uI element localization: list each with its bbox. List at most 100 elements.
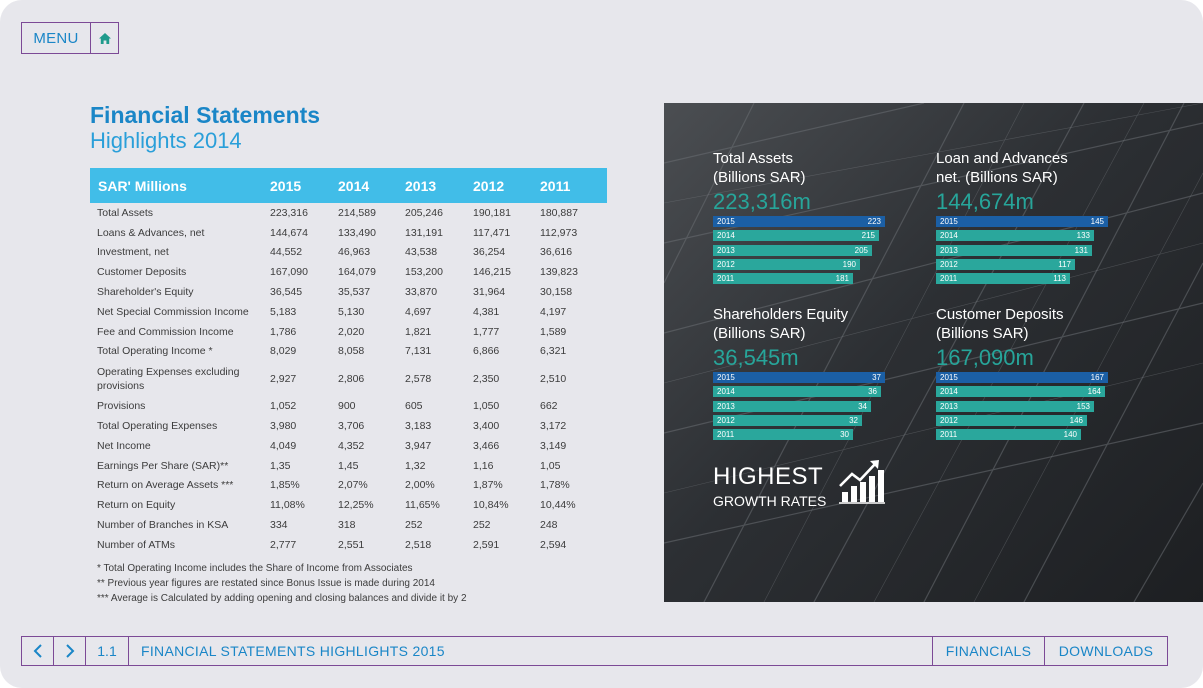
bar-year: 2012 — [940, 259, 958, 269]
bar-2012: 2012 190 — [713, 258, 860, 270]
section-title: FINANCIAL STATEMENTS HIGHLIGHTS 2015 — [141, 643, 445, 659]
bar-value: 164 — [1087, 387, 1101, 397]
bottom-nav: 1.1 FINANCIAL STATEMENTS HIGHLIGHTS 2015… — [21, 636, 1168, 666]
table-cell: 36,616 — [540, 246, 573, 259]
table-cell: 30,158 — [540, 286, 573, 299]
row-label: Shareholder's Equity — [97, 286, 194, 299]
bar-2011: 2011 30 — [713, 429, 853, 441]
header-cell: 2015 — [270, 177, 302, 194]
table-cell: 605 — [405, 400, 423, 413]
table-cell: 4,697 — [405, 305, 432, 318]
header-cell: 2013 — [405, 177, 437, 194]
table-cell: 1,35 — [270, 459, 291, 472]
row-label: Return on Average Assets *** — [97, 479, 234, 492]
table-cell: 2,07% — [338, 479, 368, 492]
bar-value: 146 — [1069, 415, 1083, 425]
row-label: Return on Equity — [97, 499, 176, 512]
bar-value: 131 — [1074, 245, 1088, 255]
table-cell: 33,870 — [405, 286, 438, 299]
table-cell: 2,551 — [338, 538, 365, 551]
table-row: Number of ATMs 2,777 2,551 2,518 2,591 2,594 — [90, 535, 607, 555]
table-cell: 36,545 — [270, 286, 303, 299]
bar-2013: 2013 131 — [936, 244, 1092, 256]
downloads-button[interactable]: DOWNLOADS — [1044, 637, 1167, 665]
table-cell: 334 — [270, 519, 288, 532]
bar-2012: 2012 32 — [713, 414, 862, 426]
table-cell: 2,927 — [270, 372, 297, 385]
table-cell: 214,589 — [338, 206, 376, 219]
growth-title: HIGHEST — [713, 463, 824, 490]
table-cell: 1,589 — [540, 325, 567, 338]
stat-bars: 2015 223 2014 215 2013 205 2012 190 2011 181 — [713, 216, 913, 285]
row-label: Total Operating Expenses — [97, 420, 218, 433]
table-cell: 1,85% — [270, 479, 300, 492]
table-cell: 900 — [338, 400, 356, 413]
bar-year: 2015 — [940, 217, 958, 226]
menu-button[interactable]: MENU — [33, 29, 79, 47]
table-cell: 167,090 — [270, 266, 308, 279]
table-cell: 117,471 — [473, 226, 511, 239]
bar-value: 117 — [1058, 259, 1071, 269]
table-cell: 139,823 — [540, 266, 578, 279]
bar-2015: 2015 167 — [936, 372, 1108, 383]
stat-value: 167,090m — [936, 345, 1034, 370]
bar-value: 36 — [868, 387, 877, 397]
bar-value: 30 — [840, 430, 849, 440]
table-cell: 164,079 — [338, 266, 376, 279]
row-label: Customer Deposits — [97, 266, 187, 279]
bar-value: 133 — [1076, 231, 1090, 241]
bar-value: 145 — [1090, 217, 1104, 226]
stat-label: (Billions SAR) — [936, 325, 1029, 342]
stat-customer-deposits: Customer Deposits (Billions SAR) 167,090… — [936, 305, 1136, 443]
bar-year: 2013 — [717, 401, 735, 411]
bar-2012: 2012 117 — [936, 258, 1075, 270]
next-button[interactable] — [54, 637, 86, 665]
table-cell: 1,777 — [473, 325, 500, 338]
table-cell: 4,381 — [473, 305, 500, 318]
table-row: Operating Expenses excluding provisions 2… — [90, 361, 607, 396]
bar-year: 2014 — [940, 231, 958, 241]
financials-button[interactable]: FINANCIALS — [932, 637, 1044, 665]
row-label: Net Income — [97, 439, 151, 452]
table-cell: 1,45 — [338, 459, 359, 472]
bar-2014: 2014 215 — [713, 230, 879, 242]
home-button[interactable] — [90, 23, 118, 53]
table-cell: 153,200 — [405, 266, 443, 279]
table-cell: 6,321 — [540, 345, 567, 358]
header-cell: SAR' Millions — [98, 177, 187, 194]
row-label: Total Operating Income * — [97, 345, 213, 358]
bar-2011: 2011 181 — [713, 273, 853, 285]
bar-year: 2015 — [717, 217, 735, 226]
table-cell: 3,400 — [473, 420, 500, 433]
stat-value: 223,316m — [713, 189, 811, 214]
bar-value: 167 — [1090, 373, 1104, 382]
bar-year: 2012 — [940, 415, 958, 425]
table-row: Total Assets 223,316 214,589 205,246 190,181… — [90, 203, 607, 223]
footnote: ** Previous year figures are restated si… — [97, 577, 435, 589]
chevron-right-icon — [65, 644, 74, 658]
table-cell: 35,537 — [338, 286, 371, 299]
table-cell: 3,466 — [473, 439, 500, 452]
home-icon — [98, 32, 111, 44]
bar-value: 190 — [842, 259, 856, 269]
table-row: Investment, net 44,552 46,963 43,538 36,254 3… — [90, 243, 607, 263]
section-number: 1.1 — [86, 637, 129, 665]
bar-year: 2015 — [717, 373, 735, 382]
stat-label: Customer Deposits — [936, 306, 1064, 323]
prev-button[interactable] — [22, 637, 54, 665]
chevron-left-icon — [33, 644, 42, 658]
row-label: Provisions — [97, 400, 146, 413]
stat-value: 36,545m — [713, 345, 799, 370]
table-cell: 2,594 — [540, 538, 567, 551]
table-cell: 3,980 — [270, 420, 297, 433]
table-cell: 223,316 — [270, 206, 308, 219]
table-cell: 8,029 — [270, 345, 297, 358]
table-cell: 190,181 — [473, 206, 511, 219]
table-cell: 133,490 — [338, 226, 376, 239]
bar-value: 34 — [858, 401, 867, 411]
table-cell: 180,887 — [540, 206, 578, 219]
bar-year: 2011 — [940, 274, 958, 284]
footnotes: * Total Operating Income includes the Sh… — [90, 561, 607, 606]
table-cell: 1,052 — [270, 400, 297, 413]
table-cell: 11,08% — [270, 499, 305, 512]
